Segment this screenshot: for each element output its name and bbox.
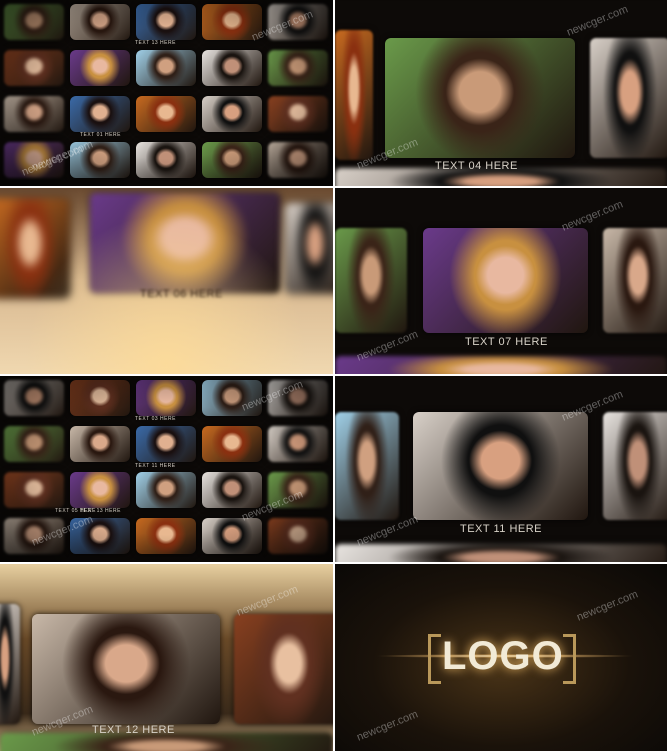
photo <box>4 4 64 40</box>
caption: TEXT 11 HERE <box>460 523 543 535</box>
photo <box>0 198 70 298</box>
video-frame: TEXT 12 HERE <box>0 564 333 751</box>
photo <box>202 96 262 132</box>
photo <box>4 472 64 508</box>
photo <box>603 412 667 520</box>
photo <box>136 50 196 86</box>
photo <box>234 614 333 724</box>
video-frame: LOGO <box>335 564 667 751</box>
photo <box>136 96 196 132</box>
photo <box>70 96 130 132</box>
caption: TEXT 07 HERE <box>465 336 548 348</box>
photo <box>335 544 667 562</box>
photo <box>136 518 196 554</box>
photo <box>335 356 667 374</box>
photo <box>603 228 667 333</box>
photo <box>268 426 328 462</box>
photo <box>590 38 667 158</box>
photo <box>268 142 328 178</box>
thumb-caption: TEXT 11 HERE <box>135 463 176 469</box>
caption: TEXT 06 HERE <box>140 288 223 300</box>
photo <box>268 50 328 86</box>
photo <box>70 4 130 40</box>
photo <box>4 380 64 416</box>
photo <box>335 168 667 186</box>
video-frame: TEXT 06 HERE <box>0 188 333 374</box>
photo <box>70 50 130 86</box>
photo <box>202 50 262 86</box>
photo <box>202 142 262 178</box>
photo <box>285 203 333 293</box>
photo <box>70 426 130 462</box>
photo <box>202 518 262 554</box>
logo-bracket-right <box>563 634 576 684</box>
logo-text: LOGO <box>442 634 564 678</box>
thumb-caption: TEXT 01 HERE <box>80 132 121 138</box>
photo <box>4 50 64 86</box>
photo <box>423 228 588 333</box>
photo <box>4 426 64 462</box>
photo <box>136 426 196 462</box>
photo <box>90 193 280 293</box>
photo <box>4 96 64 132</box>
photo <box>268 96 328 132</box>
video-frame: TEXT 04 HERE <box>335 0 667 186</box>
video-frame: TEXT 11 HERE <box>335 376 667 562</box>
photo <box>70 380 130 416</box>
photo <box>136 380 196 416</box>
photo <box>335 30 373 160</box>
photo <box>335 228 407 333</box>
photo <box>385 38 575 158</box>
thumb-caption: TEXT 13 HERE <box>135 40 176 46</box>
photo <box>202 472 262 508</box>
photo <box>136 142 196 178</box>
photo <box>0 733 333 751</box>
photo <box>70 472 130 508</box>
photo <box>136 4 196 40</box>
photo <box>335 412 399 520</box>
video-frame: TEXT 07 HERE <box>335 188 667 374</box>
photo <box>413 412 588 520</box>
caption: TEXT 04 HERE <box>435 160 518 172</box>
thumb-caption: TEXT 03 HERE <box>135 416 176 422</box>
photo <box>202 426 262 462</box>
logo-bracket-left <box>428 634 441 684</box>
photo <box>32 614 220 724</box>
photo <box>0 604 20 724</box>
caption: TEXT 12 HERE <box>92 724 175 736</box>
photo <box>268 518 328 554</box>
photo <box>136 472 196 508</box>
